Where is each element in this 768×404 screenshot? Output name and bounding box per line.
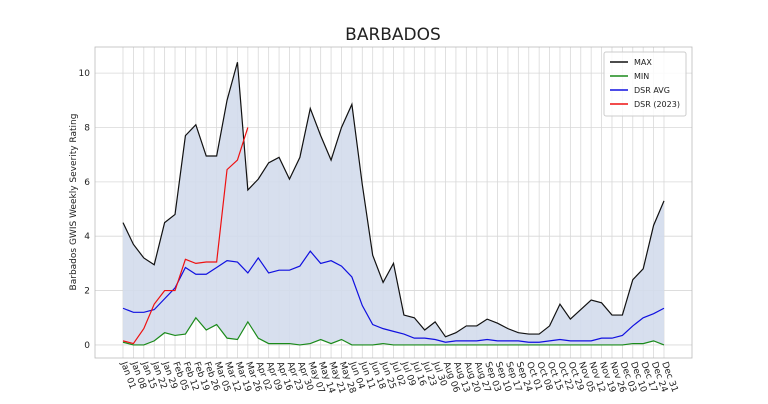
legend-label: MIN <box>634 72 649 81</box>
chart-title: BARBADOS <box>345 25 441 45</box>
legend-label: DSR (2023) <box>634 100 680 109</box>
y-tick-label: 8 <box>84 123 90 133</box>
y-axis-label: Barbados GWIS Weekly Severity Rating <box>69 114 79 291</box>
line-series <box>122 316 665 346</box>
line-series <box>122 127 249 345</box>
legend-label: MAX <box>634 58 652 67</box>
line-series <box>122 62 665 338</box>
y-tick-label: 2 <box>84 287 90 297</box>
line-series <box>122 250 665 343</box>
y-tick-label: 10 <box>79 69 91 79</box>
legend-box <box>603 51 687 117</box>
range-fill <box>123 62 664 345</box>
y-tick-label: 0 <box>84 341 90 351</box>
y-tick-label: 6 <box>84 178 90 188</box>
legend-label: DSR AVG <box>634 86 670 95</box>
y-tick-label: 4 <box>84 232 90 242</box>
plot-frame <box>94 46 693 359</box>
